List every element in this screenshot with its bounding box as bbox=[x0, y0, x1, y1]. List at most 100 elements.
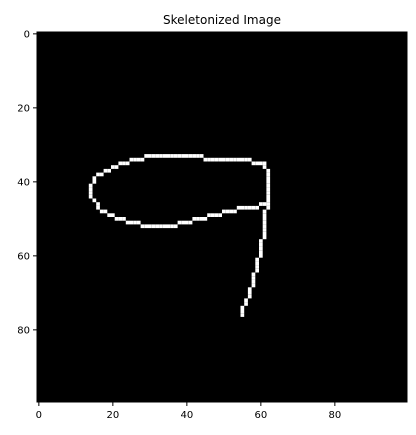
skeleton-pixel bbox=[103, 168, 108, 173]
skeleton-pixel bbox=[111, 213, 115, 217]
skeleton-pixel bbox=[247, 205, 252, 210]
skeleton-pixel bbox=[136, 157, 141, 162]
skeleton-pixel bbox=[259, 246, 263, 251]
skeleton-pixel bbox=[155, 224, 160, 229]
skeleton-pixel bbox=[218, 157, 222, 162]
skeleton-pixel bbox=[173, 224, 178, 229]
skeleton-pixel bbox=[133, 220, 137, 225]
skeleton-pixel bbox=[266, 176, 271, 180]
skeleton-pixel bbox=[173, 154, 178, 158]
skeleton-pixel bbox=[159, 154, 163, 158]
skeleton-pixel bbox=[118, 217, 123, 221]
skeleton-pixel bbox=[229, 209, 234, 214]
skeleton-pixel bbox=[166, 224, 171, 229]
skeleton-pixel bbox=[192, 154, 197, 158]
skeleton-pixel bbox=[177, 154, 182, 158]
y-tick-label: 0 bbox=[24, 29, 30, 40]
skeleton-pixel bbox=[262, 161, 267, 166]
skeleton-pixel bbox=[92, 180, 97, 184]
skeleton-pixel bbox=[166, 154, 171, 158]
chart-title: Skeletonized Image bbox=[163, 13, 281, 27]
skeleton-pixel bbox=[262, 231, 267, 236]
plot-frame bbox=[36, 31, 408, 403]
skeleton-pixel bbox=[96, 205, 100, 210]
skeleton-pixel bbox=[118, 161, 123, 166]
skeleton-pixel bbox=[262, 217, 267, 221]
skeleton-pixel bbox=[255, 261, 259, 266]
skeleton-pixel bbox=[129, 220, 134, 225]
skeleton-pixel bbox=[225, 209, 230, 214]
skeleton-pixel bbox=[177, 220, 182, 225]
skeleton-pixel bbox=[262, 202, 267, 206]
skeleton-pixel bbox=[188, 220, 193, 225]
skeleton-pixel bbox=[262, 220, 267, 225]
skeleton-pixel bbox=[240, 313, 245, 317]
skeleton-pixel bbox=[251, 283, 256, 288]
skeleton-pixel bbox=[262, 165, 267, 169]
skeleton-pixel bbox=[255, 265, 259, 269]
skeleton-pixel bbox=[162, 224, 167, 229]
skeleton-pixel bbox=[236, 205, 241, 210]
skeleton-pixel bbox=[199, 217, 204, 221]
skeleton-pixel bbox=[140, 224, 145, 229]
skeleton-pixel bbox=[262, 209, 267, 214]
skeleton-pixel bbox=[185, 220, 189, 225]
skeleton-pixel bbox=[88, 183, 93, 188]
skeleton-pixel bbox=[162, 154, 167, 158]
skeleton-pixel bbox=[247, 287, 252, 291]
skeleton-pixel bbox=[122, 217, 126, 221]
skeleton-pixel bbox=[262, 224, 267, 229]
skeleton-pixel bbox=[210, 213, 215, 217]
y-tick-label: 20 bbox=[17, 103, 30, 114]
skeleton-pixel bbox=[170, 224, 174, 229]
skeleton-pixel bbox=[181, 154, 185, 158]
skeleton-pixel bbox=[259, 250, 263, 254]
skeleton-pixel bbox=[107, 213, 111, 217]
skeleton-pixel bbox=[266, 205, 271, 210]
skeleton-pixel bbox=[262, 235, 267, 240]
x-tick-label: 60 bbox=[254, 410, 267, 421]
skeleton-pixel bbox=[96, 172, 100, 177]
skeleton-pixel bbox=[107, 168, 111, 173]
skeleton-pixel bbox=[266, 183, 271, 188]
skeleton-pixel bbox=[140, 157, 145, 162]
skeleton-pixel bbox=[259, 161, 263, 166]
skeleton-pixel bbox=[148, 224, 152, 229]
skeleton-pixel bbox=[255, 205, 259, 210]
skeleton-pixel bbox=[92, 198, 97, 203]
y-tick-label: 80 bbox=[17, 325, 30, 336]
skeleton-pixel bbox=[185, 154, 189, 158]
skeleton-pixel bbox=[196, 154, 200, 158]
skeleton-pixel bbox=[96, 202, 100, 206]
skeleton-pixel bbox=[99, 209, 104, 214]
x-tick-label: 0 bbox=[36, 410, 42, 421]
skeleton-pixel bbox=[229, 157, 234, 162]
skeleton-pixel bbox=[92, 176, 97, 180]
skeleton-pixel bbox=[207, 157, 211, 162]
skeleton-pixel bbox=[111, 165, 115, 169]
skeleton-pixel bbox=[240, 205, 245, 210]
skeleton-pixel bbox=[203, 217, 208, 221]
skeleton-pixel bbox=[244, 157, 248, 162]
y-tick-label: 60 bbox=[17, 251, 30, 262]
skeleton-pixel bbox=[251, 272, 256, 277]
skeleton-pixel bbox=[259, 242, 263, 247]
skeleton-pixel bbox=[259, 202, 263, 206]
skeleton-pixel bbox=[244, 298, 248, 303]
skeleton-pixel bbox=[240, 309, 245, 314]
y-tick-label: 40 bbox=[17, 177, 30, 188]
skeleton-pixels bbox=[88, 154, 271, 317]
skeleton-pixel bbox=[262, 213, 267, 217]
x-tick-label: 80 bbox=[328, 410, 341, 421]
skeleton-pixel bbox=[159, 224, 163, 229]
skeleton-pixel bbox=[144, 224, 148, 229]
skeleton-pixel bbox=[133, 157, 137, 162]
skeleton-pixel bbox=[125, 220, 130, 225]
skeleton-pixel bbox=[188, 154, 193, 158]
skeleton-pixel bbox=[266, 194, 271, 199]
x-tick-label: 40 bbox=[180, 410, 193, 421]
skeleton-pixel bbox=[259, 254, 263, 258]
skeleton-pixel bbox=[255, 257, 259, 262]
skeleton-pixel bbox=[192, 217, 197, 221]
